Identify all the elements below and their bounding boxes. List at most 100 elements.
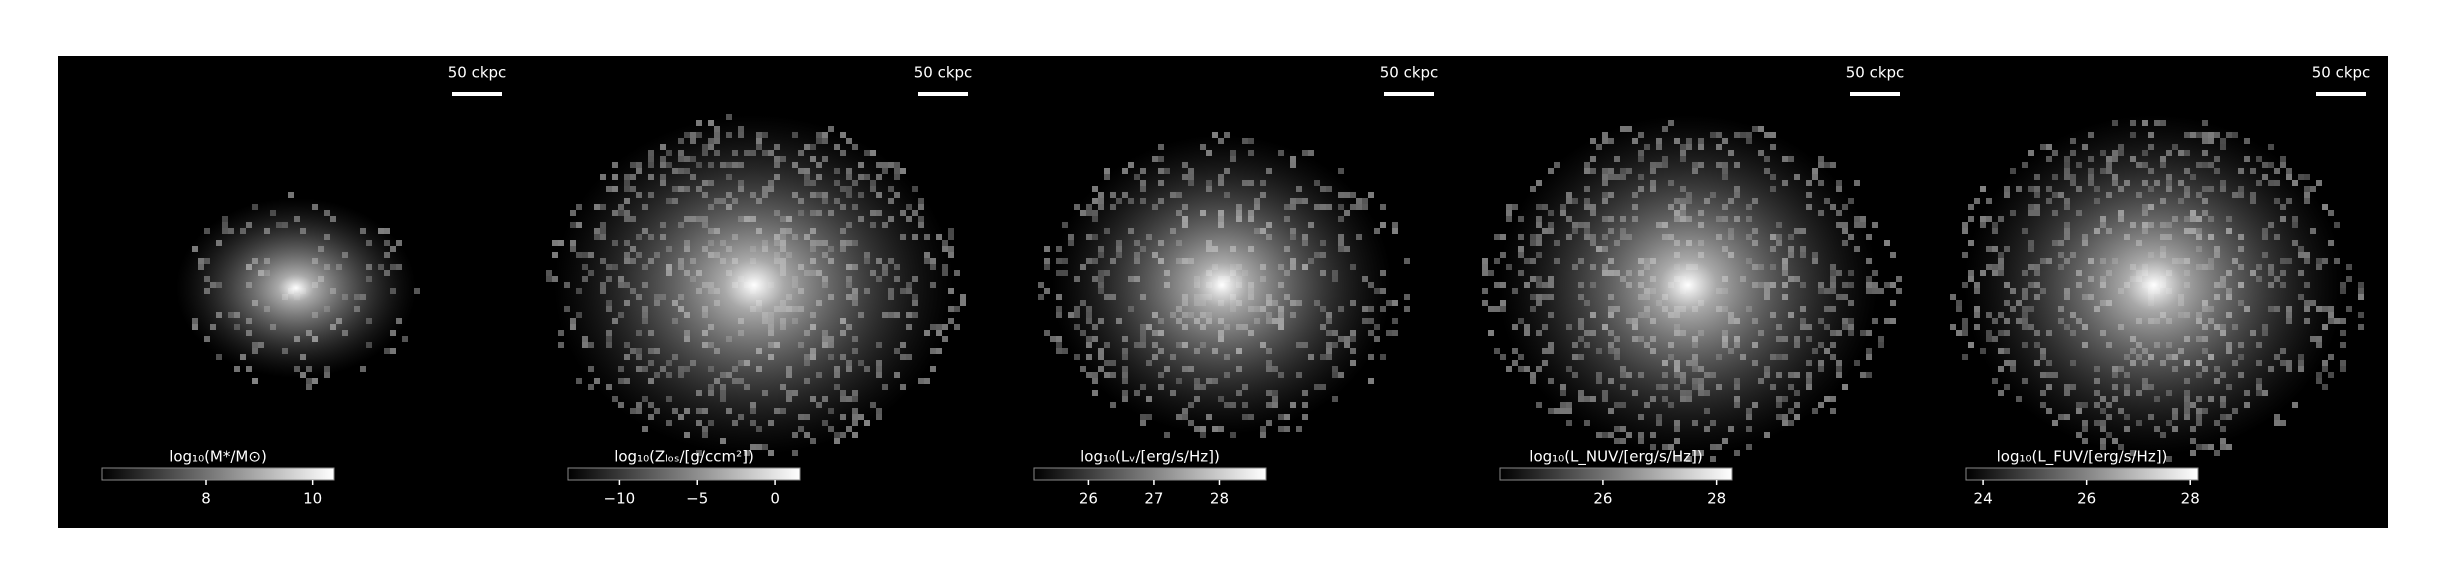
pixel xyxy=(948,318,954,324)
pixel xyxy=(2340,342,2346,348)
pixel xyxy=(1392,330,1398,336)
pixel xyxy=(1968,204,1974,210)
pixel xyxy=(960,294,966,300)
pixel xyxy=(2292,402,2298,408)
pixel xyxy=(2328,210,2334,216)
pixel xyxy=(1308,150,1314,156)
pixel xyxy=(1044,246,1050,252)
pixel xyxy=(1746,444,1752,450)
pixel xyxy=(1890,282,1896,288)
colorbar xyxy=(567,467,801,481)
pixel xyxy=(2358,312,2364,318)
pixel xyxy=(1278,426,1284,432)
colorbar-label: log₁₀(L_FUV/[erg/s/Hz]) xyxy=(1997,448,2168,467)
pixel xyxy=(1866,354,1872,360)
pixel xyxy=(312,378,318,384)
pixel xyxy=(1506,366,1512,372)
pixel xyxy=(2322,384,2328,390)
pixel xyxy=(1830,408,1836,414)
pixel xyxy=(1056,336,1062,342)
pixel xyxy=(2298,174,2304,180)
galaxy-core xyxy=(554,115,954,455)
colorbar-tick-label: −10 xyxy=(604,490,636,508)
pixel xyxy=(1872,222,1878,228)
pixel xyxy=(1368,192,1374,198)
pixel xyxy=(1494,234,1500,240)
pixel xyxy=(894,162,900,168)
pixel xyxy=(1506,216,1512,222)
pixel xyxy=(324,372,330,378)
pixel xyxy=(2358,282,2364,288)
pixel xyxy=(2340,366,2346,372)
pixel xyxy=(1500,234,1506,240)
pixel xyxy=(1512,204,1518,210)
pixel xyxy=(1200,432,1206,438)
pixel xyxy=(2280,156,2286,162)
colorbar-tick-label: 8 xyxy=(201,490,211,508)
pixel xyxy=(1224,132,1230,138)
pixel xyxy=(1506,210,1512,216)
pixel xyxy=(1110,402,1116,408)
colorbar-label: log₁₀(L_NUV/[erg/s/Hz]) xyxy=(1529,448,1702,467)
pixel xyxy=(2304,174,2310,180)
pixel xyxy=(930,366,936,372)
pixel xyxy=(1956,330,1962,336)
pixel xyxy=(1488,270,1494,276)
pixel xyxy=(1878,342,1884,348)
pixel xyxy=(1878,336,1884,342)
pixel xyxy=(1338,168,1344,174)
pixel xyxy=(1674,456,1680,462)
pixel xyxy=(954,324,960,330)
pixel xyxy=(1038,294,1044,300)
pixel xyxy=(1104,168,1110,174)
pixel xyxy=(936,348,942,354)
pixel xyxy=(576,378,582,384)
pixel xyxy=(1962,354,1968,360)
pixel xyxy=(384,348,390,354)
pixel xyxy=(642,426,648,432)
pixel xyxy=(1494,348,1500,354)
pixel xyxy=(1962,330,1968,336)
scalebar-label: 50 ckpc xyxy=(448,64,507,82)
pixel xyxy=(2328,354,2334,360)
pixel xyxy=(2226,444,2232,450)
pixel xyxy=(558,342,564,348)
colorbar-tick-label: 27 xyxy=(1144,490,1163,508)
pixel xyxy=(954,270,960,276)
colorbar-tick-label: 24 xyxy=(1974,490,1993,508)
pixel xyxy=(942,336,948,342)
pixel xyxy=(1482,288,1488,294)
colorbar-tick-label: 28 xyxy=(1210,490,1229,508)
pixel xyxy=(1710,456,1716,462)
colorbar-label: log₁₀(Lᵥ/[erg/s/Hz]) xyxy=(1080,448,1220,466)
pixel xyxy=(360,366,366,372)
pixel xyxy=(306,378,312,384)
pixel xyxy=(1956,300,1962,306)
pixel xyxy=(900,168,906,174)
pixel xyxy=(1302,414,1308,420)
pixel xyxy=(1992,378,1998,384)
pixel xyxy=(546,276,552,282)
pixel xyxy=(1878,288,1884,294)
pixel xyxy=(1968,342,1974,348)
pixel xyxy=(1038,282,1044,288)
colorbar-tick-label: 0 xyxy=(770,490,780,508)
pixel xyxy=(1380,354,1386,360)
pixel xyxy=(2358,294,2364,300)
pixel xyxy=(2280,420,2286,426)
pixel xyxy=(2322,366,2328,372)
pixel xyxy=(1872,318,1878,324)
pixel xyxy=(1854,180,1860,186)
pixel xyxy=(2340,330,2346,336)
pixel xyxy=(2346,276,2352,282)
pixel xyxy=(1566,420,1572,426)
pixel xyxy=(1482,258,1488,264)
pixel xyxy=(1950,324,1956,330)
pixel xyxy=(1890,300,1896,306)
pixel xyxy=(588,384,594,390)
pixel xyxy=(1830,396,1836,402)
pixel xyxy=(2010,168,2016,174)
pixel xyxy=(2274,420,2280,426)
pixel xyxy=(1998,390,2004,396)
colorbar-tick-label: 28 xyxy=(2181,490,2200,508)
